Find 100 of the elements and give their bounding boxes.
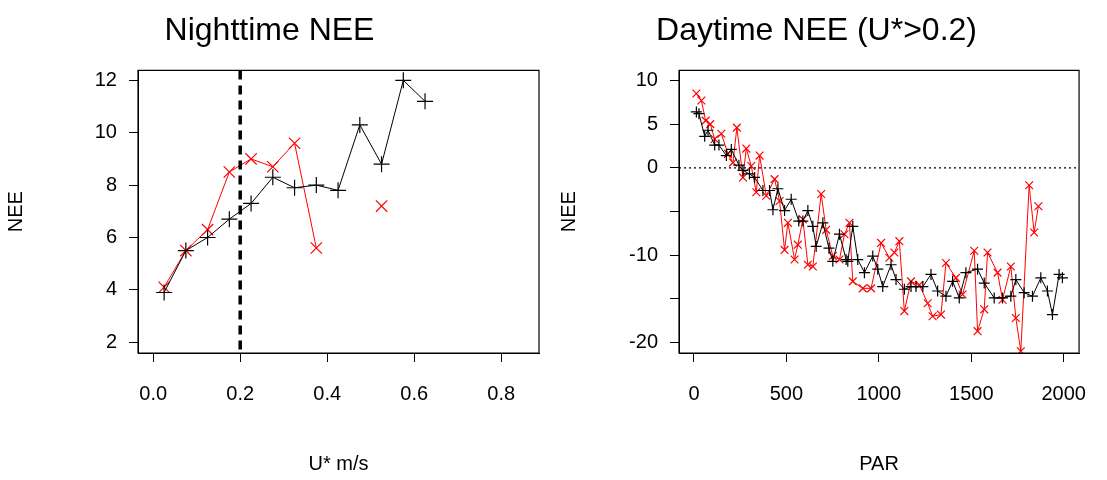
y-tick-label: 0	[646, 155, 658, 178]
point	[803, 260, 813, 270]
point	[770, 174, 780, 184]
point	[801, 204, 814, 217]
point	[732, 123, 742, 133]
point	[220, 210, 238, 228]
point	[936, 310, 946, 320]
point	[946, 275, 959, 288]
point	[696, 96, 706, 106]
point	[157, 281, 171, 294]
point	[924, 268, 938, 281]
point	[201, 223, 214, 236]
point	[979, 304, 989, 314]
point	[701, 124, 715, 137]
point	[242, 194, 260, 213]
point	[1046, 308, 1059, 321]
point	[1034, 271, 1047, 284]
x-tick-label: 2000	[1041, 381, 1086, 404]
point	[844, 218, 854, 228]
point	[876, 280, 889, 293]
point	[746, 161, 756, 171]
point	[285, 179, 304, 197]
point	[826, 255, 839, 268]
point	[394, 71, 412, 89]
point	[971, 263, 984, 276]
point	[959, 266, 973, 279]
point	[906, 276, 916, 286]
point	[993, 268, 1003, 278]
point	[816, 216, 829, 229]
point	[1024, 180, 1034, 190]
point	[710, 134, 720, 144]
point	[808, 262, 818, 272]
point	[712, 138, 726, 152]
point	[978, 277, 991, 290]
point	[771, 182, 785, 195]
point	[884, 253, 894, 263]
point	[833, 228, 846, 241]
point	[705, 119, 715, 129]
point	[806, 220, 819, 233]
point	[923, 298, 933, 308]
point	[725, 143, 738, 156]
x-tick-label: 1000	[856, 381, 902, 404]
point	[741, 144, 751, 154]
point	[898, 283, 911, 296]
point	[761, 191, 771, 201]
point	[264, 168, 282, 186]
point	[996, 291, 1009, 305]
point	[884, 258, 898, 271]
point	[1004, 290, 1017, 303]
x-tick-label: 0	[688, 381, 700, 404]
point	[790, 255, 800, 265]
point	[310, 241, 323, 255]
point	[155, 283, 173, 302]
point	[691, 89, 701, 99]
point	[858, 266, 871, 279]
point	[780, 245, 790, 255]
point	[751, 187, 761, 197]
x-tick-label: 0.0	[139, 381, 168, 404]
y-axis-title: NEE	[3, 191, 26, 233]
point	[1009, 273, 1022, 286]
point	[766, 203, 780, 216]
point	[701, 116, 711, 126]
point	[1033, 201, 1043, 211]
point	[738, 172, 748, 182]
point	[1006, 262, 1016, 272]
point	[866, 283, 876, 293]
point	[785, 193, 798, 206]
point	[728, 158, 738, 168]
point	[793, 240, 803, 250]
point	[983, 248, 993, 258]
chart-title: Nighttime NEE	[164, 11, 375, 48]
x-axis-title: U* m/s	[308, 451, 369, 474]
point	[716, 129, 726, 139]
point	[969, 246, 979, 256]
y-tick-label: 6	[105, 225, 117, 248]
x-tick-label: 0.6	[400, 381, 429, 404]
point	[266, 160, 280, 174]
point	[783, 218, 793, 228]
point	[223, 165, 236, 179]
point	[846, 220, 859, 233]
y-tick-label: -10	[629, 242, 658, 265]
y-tick-label: 10	[635, 67, 658, 90]
point	[372, 155, 391, 173]
y-axis-title: NEE	[556, 191, 579, 233]
point	[866, 249, 879, 263]
x-tick-label: 0.2	[226, 381, 255, 404]
point	[698, 130, 711, 143]
point	[798, 214, 808, 224]
point	[288, 136, 301, 150]
point	[871, 263, 884, 276]
y-tick-label: 10	[94, 120, 117, 143]
point	[894, 236, 904, 246]
point	[1026, 290, 1039, 303]
point	[928, 311, 938, 321]
point	[810, 240, 823, 253]
x-axis-title: PAR	[859, 451, 899, 474]
point	[1041, 284, 1054, 298]
point	[351, 116, 369, 134]
point	[755, 151, 765, 161]
y-tick-label: 2	[105, 329, 117, 352]
